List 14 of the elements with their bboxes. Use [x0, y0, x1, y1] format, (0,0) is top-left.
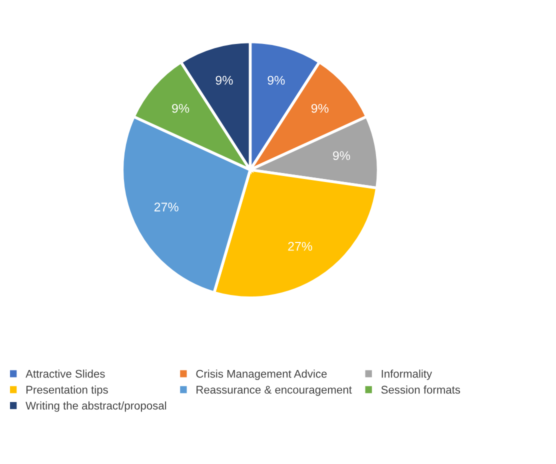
- data-label: 27%: [154, 202, 178, 212]
- legend-label: Informality: [382, 370, 432, 380]
- data-label: 9%: [216, 76, 233, 85]
- legend-label: Reassurance & encouragement: [196, 386, 352, 396]
- data-label: 9%: [333, 151, 350, 160]
- data-label: 9%: [311, 104, 328, 113]
- legend-label: Attractive Slides: [26, 370, 105, 378]
- legend-label: Presentation tips: [26, 386, 108, 396]
- data-label: 9%: [172, 104, 190, 113]
- legend-label: Session formats: [381, 386, 460, 394]
- legend-label: Writing the abstract/proposal: [26, 401, 166, 412]
- data-label: 9%: [268, 76, 285, 85]
- data-label: 27%: [288, 242, 312, 251]
- legend-label: Crisis Management Advice: [196, 370, 327, 380]
